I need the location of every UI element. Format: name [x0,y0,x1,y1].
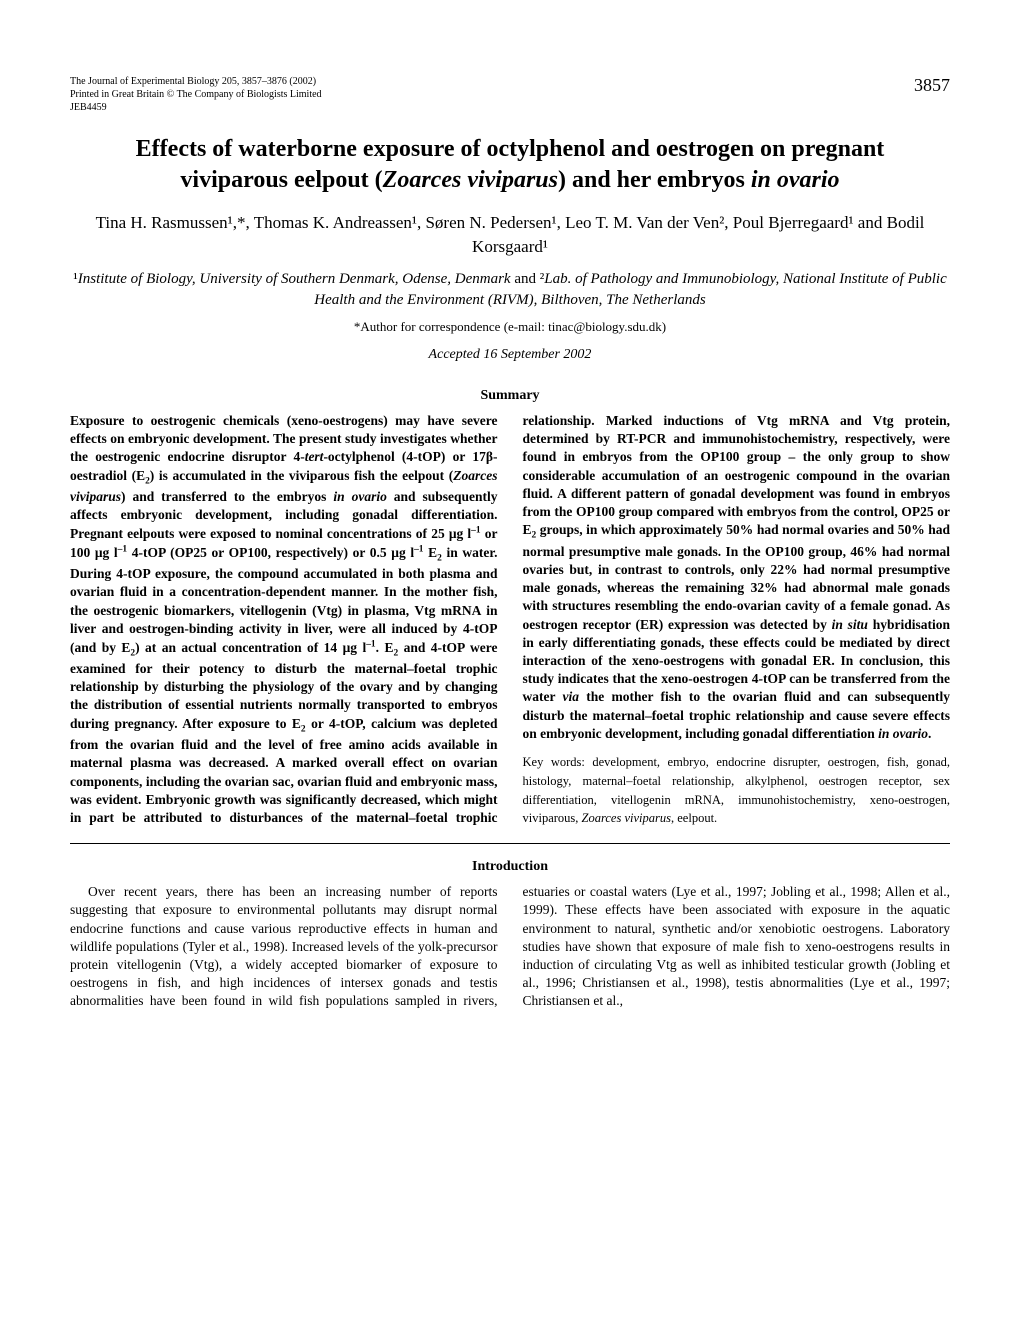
affiliations: ¹Institute of Biology, University of Sou… [70,269,950,311]
journal-line-2: Printed in Great Britain © The Company o… [70,88,950,101]
page-number: 3857 [914,75,950,96]
article-title: Effects of waterborne exposure of octylp… [70,134,950,196]
section-divider [70,843,950,844]
accepted-date: Accepted 16 September 2002 [70,347,950,363]
title-line-2-prefix: viviparous eelpout ( [180,167,382,193]
keywords-italic: Zoarces viviparus [582,811,671,825]
journal-header: The Journal of Experimental Biology 205,… [70,75,950,114]
journal-line-1: The Journal of Experimental Biology 205,… [70,75,950,88]
authors: Tina H. Rasmussen¹,*, Thomas K. Andreass… [70,211,950,259]
title-latin: in ovario [751,167,840,193]
intro-body: Over recent years, there has been an inc… [70,883,950,1011]
title-line-2-mid: ) and her embryos [558,167,751,193]
summary-body: Exposure to oestrogenic chemicals (xeno-… [70,412,950,828]
keywords-suffix: , eelpout. [671,811,717,825]
correspondence: *Author for correspondence (e-mail: tina… [70,319,950,335]
title-species: Zoarces viviparus [383,167,558,193]
summary-heading: Summary [70,388,950,404]
journal-line-3: JEB4459 [70,101,950,114]
title-line-1: Effects of waterborne exposure of octylp… [136,136,885,162]
keywords: Key words: development, embryo, endocrin… [523,753,951,828]
affil-and: and [511,271,540,287]
intro-paragraph: Over recent years, there has been an inc… [70,883,950,1011]
intro-heading: Introduction [70,859,950,875]
affil-text-1: Institute of Biology, University of Sout… [78,271,511,287]
